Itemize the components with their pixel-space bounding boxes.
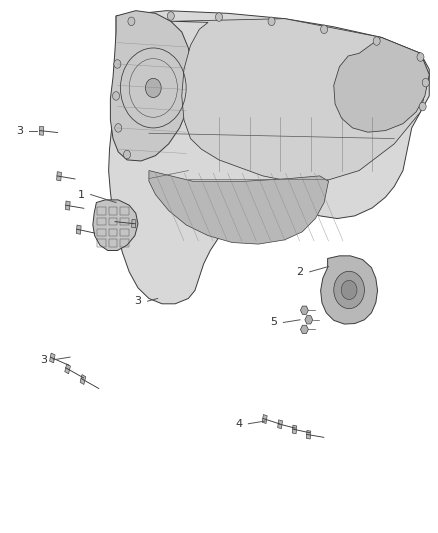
Circle shape	[124, 150, 131, 159]
Polygon shape	[49, 353, 55, 363]
Text: 2: 2	[297, 267, 304, 277]
Circle shape	[268, 17, 275, 26]
Bar	[109, 239, 117, 247]
Polygon shape	[39, 126, 44, 135]
Bar	[120, 239, 129, 247]
Polygon shape	[132, 220, 136, 228]
Circle shape	[114, 60, 121, 68]
Polygon shape	[321, 256, 378, 324]
Polygon shape	[171, 19, 429, 181]
Circle shape	[341, 280, 357, 300]
Bar	[97, 239, 106, 247]
Circle shape	[422, 78, 429, 87]
Polygon shape	[334, 37, 429, 132]
Bar	[120, 207, 129, 215]
Polygon shape	[300, 306, 308, 314]
Text: 3: 3	[40, 355, 47, 365]
Text: 1: 1	[78, 190, 85, 199]
Polygon shape	[65, 201, 70, 210]
Polygon shape	[262, 415, 267, 424]
Circle shape	[113, 92, 120, 100]
Circle shape	[334, 271, 364, 309]
Circle shape	[215, 13, 223, 21]
Text: 3: 3	[134, 296, 141, 306]
Bar	[97, 218, 106, 225]
Circle shape	[417, 53, 424, 61]
Circle shape	[321, 25, 328, 34]
Circle shape	[145, 78, 161, 98]
Polygon shape	[306, 431, 311, 439]
Polygon shape	[305, 316, 313, 324]
Text: 3: 3	[16, 126, 23, 135]
Polygon shape	[93, 200, 138, 251]
Polygon shape	[292, 425, 297, 434]
Bar	[109, 218, 117, 225]
Text: 5: 5	[270, 318, 277, 327]
Polygon shape	[57, 172, 61, 181]
Bar	[109, 229, 117, 236]
Polygon shape	[109, 11, 429, 304]
Circle shape	[115, 124, 122, 132]
Circle shape	[373, 37, 380, 45]
Circle shape	[128, 17, 135, 26]
Polygon shape	[76, 225, 81, 235]
Bar	[97, 207, 106, 215]
Bar	[120, 218, 129, 225]
Circle shape	[167, 12, 174, 20]
Bar	[120, 229, 129, 236]
Polygon shape	[300, 325, 308, 334]
Polygon shape	[278, 420, 283, 429]
Polygon shape	[65, 364, 71, 374]
Bar	[97, 229, 106, 236]
Polygon shape	[149, 171, 328, 244]
Polygon shape	[110, 11, 192, 161]
Circle shape	[419, 102, 426, 111]
Bar	[109, 207, 117, 215]
Polygon shape	[80, 375, 86, 384]
Text: 4: 4	[235, 419, 242, 429]
